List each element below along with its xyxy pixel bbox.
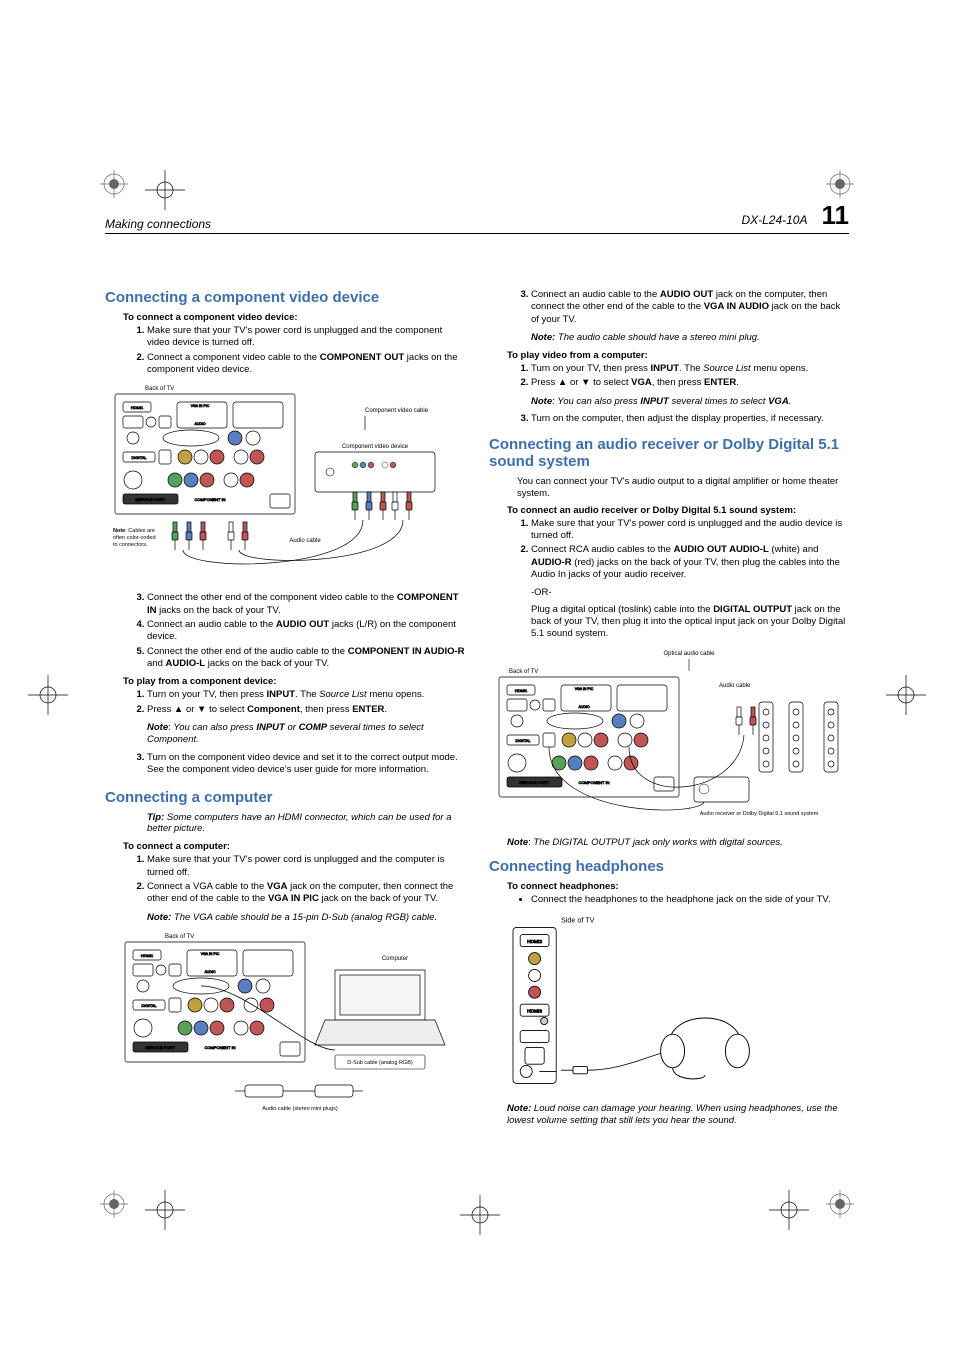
tip-computer: Tip: Some computers have an HDMI connect… bbox=[147, 812, 465, 836]
steps-play-component: Turn on your TV, then press INPUT. The S… bbox=[133, 689, 465, 716]
steps-component-1: Make sure that your TV's power cord is u… bbox=[133, 325, 465, 376]
svg-text:AUDIO: AUDIO bbox=[204, 970, 215, 974]
svg-text:HDMI1: HDMI1 bbox=[141, 953, 154, 958]
left-column: Connecting a component video device To c… bbox=[105, 289, 465, 1133]
svg-text:Component video device: Component video device bbox=[342, 444, 409, 450]
lead-play-computer: To play video from a computer: bbox=[507, 350, 849, 361]
steps-dolby: Make sure that your TV's power cord is u… bbox=[517, 518, 849, 582]
svg-text:HDMI3: HDMI3 bbox=[527, 1008, 542, 1014]
figure-component: Back of TV HDMI1 VGA IN PIC AUDIO DIGITA… bbox=[105, 382, 465, 582]
svg-text:COMPONENT IN: COMPONENT IN bbox=[578, 780, 609, 785]
svg-text:VGA IN PIC: VGA IN PIC bbox=[191, 404, 210, 408]
svg-text:DIGITAL: DIGITAL bbox=[131, 455, 147, 460]
heading-computer: Connecting a computer bbox=[105, 789, 465, 806]
svg-text:DIGITAL: DIGITAL bbox=[515, 738, 531, 743]
svg-text:SERVICE PORT: SERVICE PORT bbox=[145, 1045, 175, 1050]
page-number: 11 bbox=[822, 200, 850, 231]
steps-play-component-2: Turn on the component video device and s… bbox=[133, 752, 465, 777]
svg-text:SERVICE PORT: SERVICE PORT bbox=[519, 780, 549, 785]
svg-text:VGA IN PIC: VGA IN PIC bbox=[201, 952, 220, 956]
figure-headphones: Side of TV HDMI2 HDMI3 bbox=[489, 913, 849, 1093]
svg-text:Component video cable: Component video cable bbox=[365, 408, 429, 414]
lead-component: To connect a component video device: bbox=[123, 312, 465, 323]
lead-play-component: To play from a component device: bbox=[123, 676, 465, 687]
header-model: DX-L24-10A bbox=[741, 213, 807, 227]
heading-component: Connecting a component video device bbox=[105, 289, 465, 306]
svg-text:Computer: Computer bbox=[382, 956, 408, 962]
header-section: Making connections bbox=[105, 217, 211, 231]
or-text: -OR- bbox=[531, 587, 849, 599]
note-headphones: Note: Loud noise can damage your hearing… bbox=[507, 1103, 849, 1127]
svg-text:Side of TV: Side of TV bbox=[561, 915, 595, 924]
svg-text:to connectors.: to connectors. bbox=[113, 542, 148, 548]
svg-text:AUDIO: AUDIO bbox=[578, 705, 589, 709]
right-column: Connect an audio cable to the AUDIO OUT … bbox=[489, 289, 849, 1133]
svg-text:Audio receiver or Dolby Digita: Audio receiver or Dolby Digital 5.1 soun… bbox=[700, 811, 819, 817]
steps-play-computer-2: Turn on the computer, then adjust the di… bbox=[517, 413, 849, 425]
page-header: Making connections DX-L24-10A 11 bbox=[105, 200, 849, 234]
para-optical: Plug a digital optical (toslink) cable i… bbox=[531, 604, 849, 641]
svg-text:Audio cable (stereo mini plugs: Audio cable (stereo mini plugs) bbox=[262, 1106, 338, 1112]
svg-text:Audio cable: Audio cable bbox=[289, 538, 321, 544]
steps-component-2: Connect the other end of the component v… bbox=[133, 592, 465, 670]
para-dolby: You can connect your TV's audio output t… bbox=[517, 476, 849, 501]
steps-play-computer: Turn on your TV, then press INPUT. The S… bbox=[517, 363, 849, 390]
svg-text:Note: Cables are: Note: Cables are bbox=[113, 528, 155, 534]
lead-headphones: To connect headphones: bbox=[507, 881, 849, 892]
svg-text:HDMI1: HDMI1 bbox=[515, 688, 528, 693]
note-vga-sel: Note: You can also press INPUT several t… bbox=[531, 396, 849, 408]
svg-text:SERVICE PORT: SERVICE PORT bbox=[135, 497, 165, 502]
svg-text:HDMI1: HDMI1 bbox=[131, 405, 144, 410]
note-digital: Note: The DIGITAL OUTPUT jack only works… bbox=[507, 837, 849, 849]
steps-computer-cont: Connect an audio cable to the AUDIO OUT … bbox=[517, 289, 849, 326]
svg-text:Back of TV: Back of TV bbox=[165, 934, 194, 940]
svg-text:HDMI2: HDMI2 bbox=[527, 939, 542, 945]
svg-text:AUDIO: AUDIO bbox=[194, 422, 205, 426]
svg-text:D-Sub cable (analog RGB): D-Sub cable (analog RGB) bbox=[347, 1060, 413, 1066]
svg-text:Optical audio cable: Optical audio cable bbox=[663, 651, 715, 657]
svg-text:Back of TV: Back of TV bbox=[509, 669, 538, 675]
note-vga: Note: The VGA cable should be a 15-pin D… bbox=[147, 912, 465, 924]
lead-computer: To connect a computer: bbox=[123, 841, 465, 852]
svg-text:DIGITAL: DIGITAL bbox=[141, 1003, 157, 1008]
svg-text:COMPONENT IN: COMPONENT IN bbox=[194, 497, 225, 502]
heading-dolby: Connecting an audio receiver or Dolby Di… bbox=[489, 436, 849, 470]
figure-dolby: Optical audio cable Back of TV HDMI1 VGA… bbox=[489, 647, 849, 827]
svg-text:Audio cable: Audio cable bbox=[719, 683, 751, 689]
heading-headphones: Connecting headphones bbox=[489, 858, 849, 875]
bullet-headphones: Connect the headphones to the headphone … bbox=[517, 894, 849, 906]
svg-text:Back of TV: Back of TV bbox=[145, 386, 174, 392]
note-audio: Note: The audio cable should have a ster… bbox=[531, 332, 849, 344]
svg-text:often color-coded: often color-coded bbox=[113, 535, 156, 541]
svg-text:VGA IN PIC: VGA IN PIC bbox=[575, 687, 594, 691]
note-comp: Note: You can also press INPUT or COMP s… bbox=[147, 722, 465, 746]
figure-computer: Back of TV HDMI1 VGA IN PIC AUDIO DIGITA… bbox=[105, 930, 465, 1120]
steps-computer: Make sure that your TV's power cord is u… bbox=[133, 854, 465, 905]
svg-text:COMPONENT IN: COMPONENT IN bbox=[204, 1045, 235, 1050]
lead-dolby: To connect an audio receiver or Dolby Di… bbox=[507, 505, 849, 516]
